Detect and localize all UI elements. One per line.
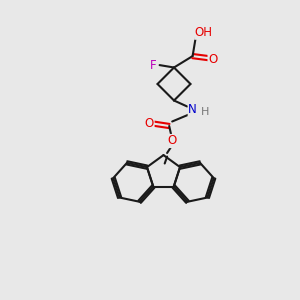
Text: O: O [145, 117, 154, 130]
Text: H: H [200, 107, 209, 117]
Text: O: O [168, 134, 177, 148]
Text: F: F [150, 58, 156, 72]
Text: N: N [188, 103, 197, 116]
Text: OH: OH [195, 26, 213, 39]
Text: O: O [208, 52, 217, 66]
